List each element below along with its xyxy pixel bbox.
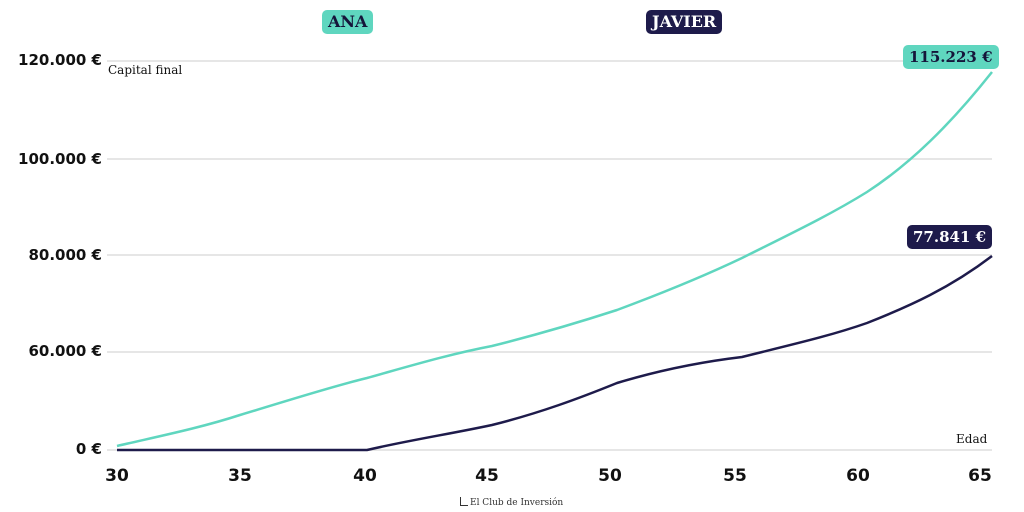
legend-ana: ANA [322, 10, 374, 34]
end-label-javier: 77.841 € [907, 225, 993, 249]
y-tick-80000: 80.000 € [28, 246, 102, 264]
legend-javier: JAVIER [646, 10, 723, 34]
line-javier [117, 255, 993, 452]
x-tick-30: 30 [105, 466, 129, 486]
x-tick-60: 60 [846, 466, 870, 486]
line-ana [116, 71, 993, 448]
x-tick-40: 40 [353, 466, 377, 486]
gridlines [107, 60, 992, 451]
x-tick-55: 55 [723, 466, 747, 486]
x-tick-50: 50 [598, 466, 622, 486]
y-tick-120000: 120.000 € [18, 51, 102, 69]
y-tick-100000: 100.000 € [18, 150, 102, 168]
x-tick-35: 35 [228, 466, 252, 486]
y-tick-60000: 60.000 € [28, 342, 102, 360]
x-tick-45: 45 [475, 466, 499, 486]
y-axis-title: Capital final [108, 63, 183, 77]
end-label-ana: 115.223 € [903, 45, 999, 69]
x-tick-65: 65 [968, 466, 992, 486]
brand-logo-icon [460, 497, 468, 506]
footer-brand: El Club de Inversión [460, 497, 563, 508]
y-tick-0: 0 € [75, 440, 102, 458]
x-axis-title: Edad [956, 432, 988, 446]
brand-name: El Club de Inversión [470, 498, 564, 508]
